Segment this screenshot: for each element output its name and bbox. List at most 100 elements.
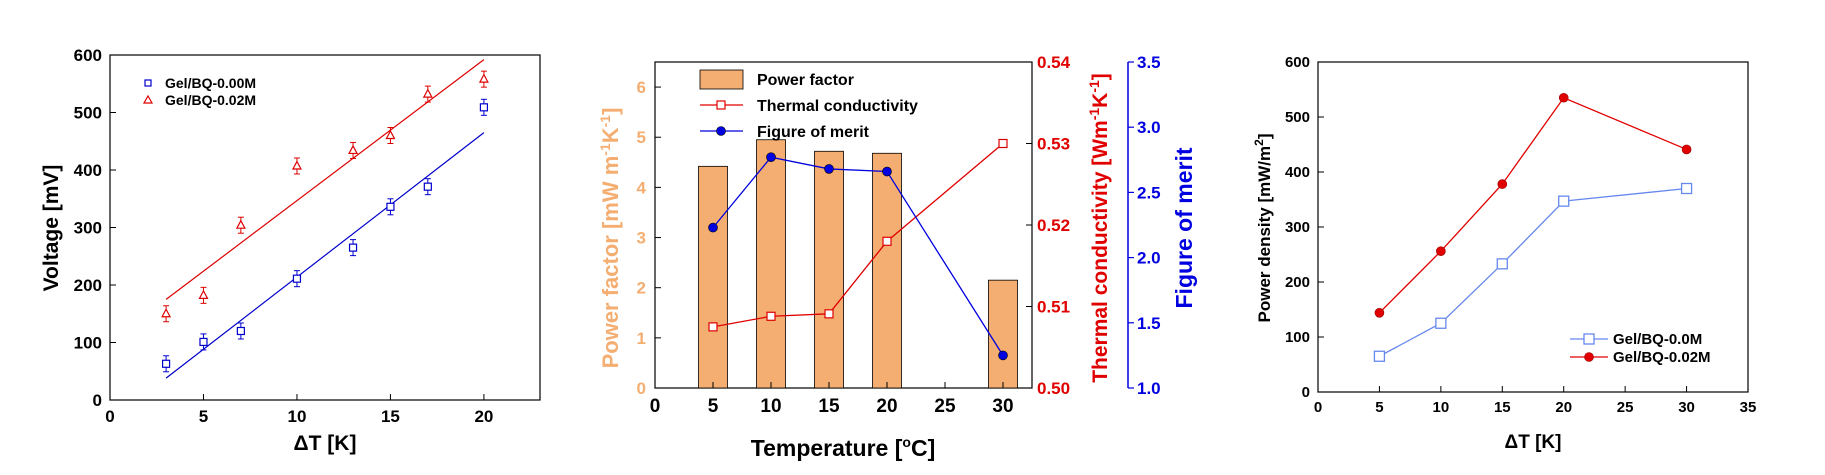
legend-marker-gel-bq-00m (1583, 333, 1595, 345)
chart2-right2-tick-label: 3.5 (1137, 53, 1161, 72)
chart2-x-tick-label: 10 (760, 396, 781, 417)
chart2-thermal-point (766, 311, 776, 321)
chart2-bar (698, 165, 728, 389)
chart2-left-tick-label: 4 (637, 178, 647, 197)
chart-power-density: 0 100 200 300 400 500 600 0 5 10 15 20 25 30 35 ΔT [K… (1252, 54, 1756, 453)
chart2-right1-tick-label: 0.52 (1037, 216, 1070, 235)
chart2-right1-tick-label: 0.54 (1037, 53, 1071, 72)
chart2-bar (988, 279, 1018, 389)
chart2-x-tick-label: 15 (818, 396, 840, 417)
chart3-x-tick-label: 10 (1433, 399, 1450, 416)
chart2-thermal-point (882, 236, 892, 246)
legend-marker-power-factor (699, 69, 744, 90)
chart1-point (479, 103, 489, 112)
chart3-point (1497, 179, 1508, 189)
chart1-legend: Gel/BQ-0.00M Gel/BQ-0.02M (142, 75, 256, 108)
chart1-point (348, 243, 358, 252)
chart2-x-tick-label: 25 (934, 396, 956, 417)
chart2-bar (814, 150, 844, 389)
chart2-thermal-point (708, 322, 718, 332)
chart3-x-tick-label: 15 (1494, 399, 1511, 416)
legend-label-gel-bq-002m: Gel/BQ-0.02M (1613, 349, 1711, 366)
chart1-x-tick-label: 15 (381, 407, 400, 426)
chart1-point (236, 326, 245, 336)
chart3-x-tick-label: 30 (1678, 399, 1695, 416)
chart2-left-tick-label: 3 (637, 229, 646, 248)
chart2-left-tick-label: 5 (637, 128, 646, 147)
chart1-x-tick-label: 10 (287, 407, 306, 426)
chart1-point (161, 359, 171, 368)
chart2-right1-axis-label: Thermal conductivity [Wm-1K-1] (1086, 73, 1112, 383)
chart1-point (478, 73, 489, 83)
chart3-y-ticks: 0 100 200 300 400 500 600 (1285, 54, 1324, 401)
legend-marker-gel-bq-000m (144, 79, 152, 87)
chart2-left-ticks: 0 1 2 3 4 5 6 (637, 78, 661, 398)
chart1-point (422, 88, 433, 98)
chart3-point (1681, 144, 1692, 155)
chart3-y-tick-label: 500 (1285, 109, 1310, 126)
chart3-point (1680, 182, 1693, 195)
chart3-x-tick-label: 25 (1617, 399, 1634, 416)
chart-power-factor: 0 1 2 3 4 5 6 0.50 0.51 0.52 0.53 0.54 1.0 1.5 2.0 2.… (597, 53, 1197, 461)
chart1-x-tick-label: 0 (105, 407, 114, 426)
chart2-x-axis-label: Temperature [oC] (751, 434, 936, 461)
chart2-right2-tick-label: 1.0 (1137, 379, 1161, 398)
chart2-bar (756, 139, 786, 389)
chart2-right2-tick-label: 2.5 (1137, 183, 1161, 202)
chart1-y-tick-label: 600 (74, 46, 102, 65)
chart3-y-tick-label: 100 (1285, 329, 1310, 346)
chart2-x-ticks: 0 5 10 15 20 25 30 (650, 382, 1014, 417)
chart1-fit-line-1 (165, 59, 485, 300)
chart2-right2-tick-label: 2.0 (1137, 249, 1161, 268)
chart2-left-tick-label: 2 (637, 279, 646, 298)
chart2-x-tick-label: 20 (876, 396, 897, 417)
chart1-point (198, 289, 209, 299)
chart1-point (291, 160, 302, 170)
chart2-right1-tick-label: 0.50 (1037, 379, 1070, 398)
chart1-x-ticks: 0 5 10 15 20 (105, 394, 493, 426)
chart2-right2-axis-label: Figure of merit (1171, 147, 1197, 308)
chart2-lines (708, 138, 1008, 361)
chart2-x-tick-label: 30 (992, 396, 1013, 417)
chart1-y-tick-label: 500 (74, 104, 102, 123)
chart1-y-tick-label: 200 (74, 276, 102, 295)
chart3-point (1496, 258, 1508, 270)
chart3-x-tick-label: 35 (1740, 399, 1757, 416)
chart2-thermal-point (824, 309, 834, 319)
chart2-right1-tick-label: 0.53 (1037, 135, 1070, 154)
chart3-point (1558, 195, 1570, 207)
chart1-x-tick-label: 20 (474, 407, 493, 426)
chart3-point (1436, 246, 1446, 256)
chart3-x-tick-label: 20 (1555, 399, 1572, 416)
chart3-y-tick-label: 600 (1285, 54, 1310, 71)
legend-marker-merit (716, 126, 726, 136)
chart2-merit-point (998, 350, 1008, 361)
chart2-left-tick-label: 6 (637, 78, 646, 97)
chart3-x-tick-label: 5 (1375, 399, 1383, 416)
chart1-point (292, 274, 302, 283)
chart2-legend: Power factor Thermal conductivity Figure… (699, 69, 918, 141)
chart2-left-tick-label: 0 (637, 379, 646, 398)
legend-marker-gel-bq-002m (142, 94, 154, 104)
chart2-merit-point (882, 166, 892, 177)
chart1-x-axis-label: ΔT [K] (294, 432, 357, 455)
chart1-point (161, 307, 172, 318)
chart2-right2-ticks: 1.0 1.5 2.0 2.5 3.0 3.5 (1128, 53, 1161, 398)
chart-voltage: 0 100 200 300 400 500 600 0 5 10 15 20 ΔT [K] Volt… (40, 46, 541, 455)
chart3-point (1374, 307, 1385, 318)
chart2-right1-tick-label: 0.51 (1037, 298, 1070, 317)
chart2-x-tick-label: 5 (708, 396, 719, 417)
legend-label-merit: Figure of merit (757, 124, 870, 141)
chart2-right2-tick-label: 1.5 (1137, 314, 1161, 333)
chart1-point (423, 182, 432, 191)
chart1-y-ticks: 0 100 200 300 400 500 600 (74, 46, 116, 410)
chart2-merit-point (824, 164, 834, 174)
legend-marker-gel-bq-002m (1584, 352, 1594, 362)
legend-label-gel-bq-00m: Gel/BQ-0.0M (1613, 331, 1702, 348)
chart3-point (1435, 317, 1447, 329)
chart3-y-tick-label: 300 (1285, 219, 1310, 236)
legend-label-gel-bq-002m: Gel/BQ-0.02M (165, 92, 256, 108)
chart3-data (1373, 92, 1693, 362)
chart1-y-tick-label: 300 (74, 219, 102, 238)
